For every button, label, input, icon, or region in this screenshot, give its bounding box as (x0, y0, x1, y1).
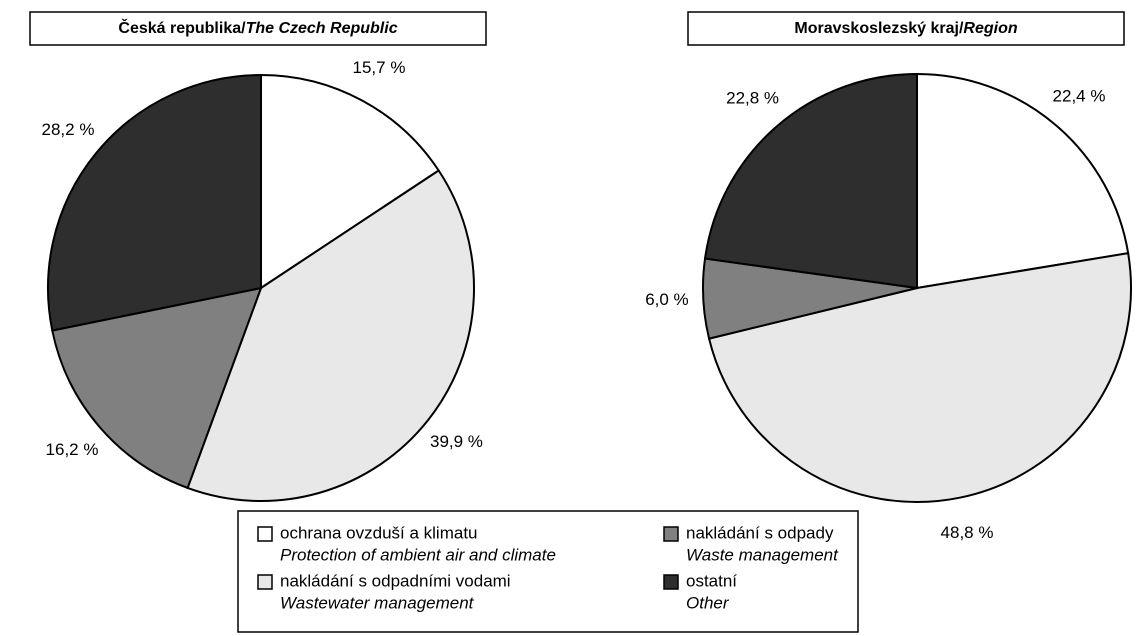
chart-title-cz: Moravskoslezský kraj/ (794, 20, 964, 37)
data-label: 48,8 % (941, 523, 994, 542)
legend-swatch (663, 526, 679, 542)
data-label: 16,2 % (46, 440, 99, 459)
data-label: 6,0 % (645, 290, 688, 309)
legend-label: nakládání s odpadními vodami (280, 571, 511, 590)
pie-slice (51, 286, 263, 490)
legend-label: nakládání s odpady (686, 523, 834, 542)
pie-slice (703, 72, 918, 290)
legend-label-en: Other (686, 593, 730, 612)
legend-label: ochrana ovzduší a klimatu (280, 523, 478, 542)
chart-title-en: Region (963, 20, 1017, 37)
legend-box (237, 510, 859, 633)
legend-label-en: Waste management (686, 545, 839, 564)
pie-slice (916, 72, 1130, 290)
data-label: 39,9 % (430, 432, 483, 451)
legend-swatch (663, 574, 679, 590)
chart-title-cz: Česká republika/ (118, 18, 246, 37)
pie-slice (186, 169, 475, 502)
legend-swatch (257, 526, 273, 542)
legend-label-en: Protection of ambient air and climate (280, 545, 556, 564)
pie-slice (47, 73, 262, 332)
legend-label: ostatní (686, 571, 737, 590)
data-label: 28,2 % (42, 120, 95, 139)
data-label: 22,4 % (1053, 87, 1106, 106)
data-label: 15,7 % (353, 58, 406, 77)
legend-swatch (257, 574, 273, 590)
pie-slice (260, 73, 441, 290)
pie-slice (707, 252, 1132, 503)
chart-title: Moravskoslezský kraj/Region (794, 20, 1017, 37)
data-label: 22,8 % (726, 89, 779, 108)
legend-label-en: Wastewater management (280, 593, 475, 612)
chart-title-en: The Czech Republic (246, 20, 398, 37)
title-box (29, 11, 487, 46)
title-box (687, 11, 1125, 46)
chart-title: Česká republika/The Czech Republic (118, 18, 397, 37)
